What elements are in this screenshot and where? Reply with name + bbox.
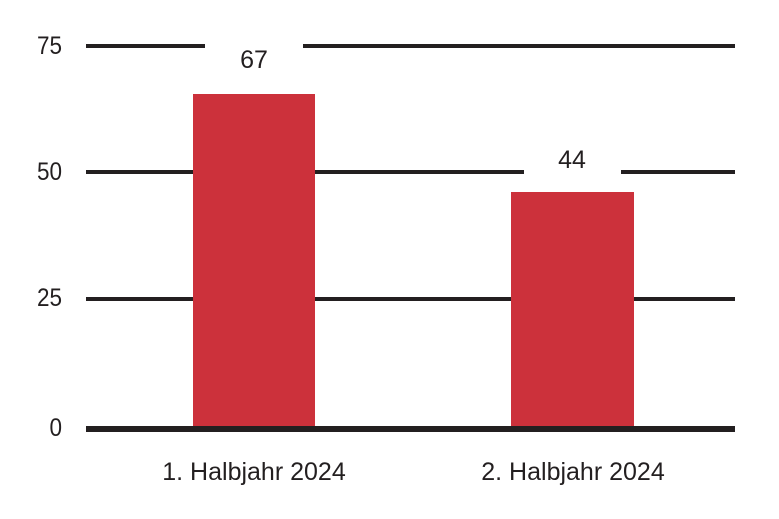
x-label-h2: 2. Halbjahr 2024 <box>481 458 665 486</box>
value-label-h2: 44 <box>558 146 586 174</box>
y-tick-0: 0 <box>49 414 62 442</box>
x-label-h1: 1. Halbjahr 2024 <box>162 458 346 486</box>
bar-h1-2024 <box>193 94 315 428</box>
gridline-50-right <box>621 170 735 174</box>
x-axis-baseline <box>86 426 735 432</box>
gridline-25 <box>86 297 735 301</box>
y-tick-75: 75 <box>36 32 62 60</box>
y-tick-50: 50 <box>36 158 62 186</box>
value-label-h1: 67 <box>240 46 268 74</box>
gridline-75-left <box>86 44 205 48</box>
gridline-75-right <box>303 44 735 48</box>
y-tick-25: 25 <box>36 284 62 312</box>
bar-h2-2024 <box>511 192 634 428</box>
